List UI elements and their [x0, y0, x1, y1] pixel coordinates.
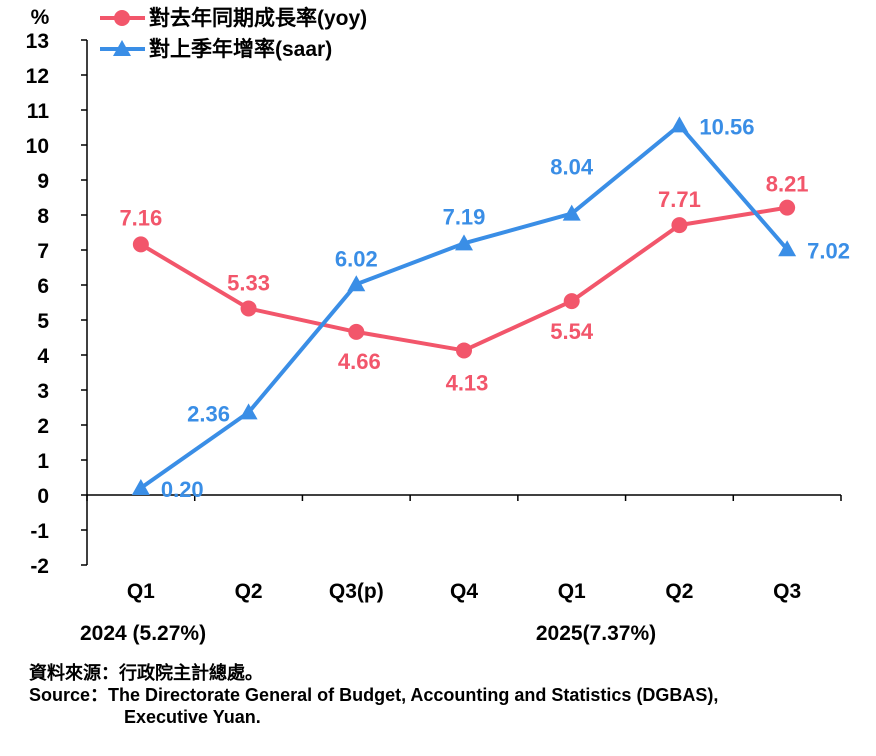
yoy-data-label: 4.66: [338, 349, 381, 374]
saar-data-label: 8.04: [550, 155, 594, 180]
y-tick-label: 5: [37, 310, 49, 333]
yoy-data-label: 5.54: [550, 319, 594, 344]
y-tick-label: 4: [37, 345, 49, 368]
y-tick-label: 8: [37, 205, 49, 228]
y-tick-label: 13: [26, 30, 49, 53]
yoy-data-label: 4.13: [446, 370, 489, 395]
saar-data-label: 6.02: [335, 246, 378, 271]
year-label-2024: 2024 (5.27%): [80, 622, 206, 645]
yoy-data-label: 7.16: [119, 205, 162, 230]
y-tick-label: 9: [37, 170, 49, 193]
y-tick-label: -2: [30, 555, 49, 578]
legend: 對去年同期成長率(yoy) 對上季年增率(saar): [100, 6, 367, 61]
x-axis: Q1 Q2 Q3(p) Q4 Q1 Q2 Q3 2024 (5.27%) 2025(7.37%): [80, 494, 842, 645]
legend-yoy-marker: [114, 10, 130, 26]
legend-saar-marker: [113, 40, 131, 56]
yoy-point: [671, 217, 688, 234]
source-line-zh: 資料來源：行政院主計總處。: [29, 663, 263, 683]
yoy-data-label: 7.71: [658, 187, 701, 212]
y-tick-label: 12: [26, 65, 49, 88]
y-tick-label: 6: [37, 275, 49, 298]
saar-point: [562, 204, 581, 221]
x-category-label: Q4: [450, 580, 478, 603]
series-layer: [131, 116, 797, 495]
source-line-en-cont: Executive Yuan.: [124, 707, 261, 727]
x-category-label: Q3(p): [329, 580, 384, 603]
yoy-data-label: 5.33: [227, 270, 270, 295]
yoy-data-label: 8.21: [766, 172, 809, 197]
saar-data-label: 10.56: [699, 114, 754, 139]
y-tick-label: 3: [37, 380, 49, 403]
y-tick-label: 11: [27, 100, 50, 123]
y-tick-label: -1: [30, 520, 49, 543]
legend-saar-label: 對上季年增率(saar): [149, 37, 332, 61]
saar-point: [670, 116, 689, 133]
saar-point: [778, 240, 797, 257]
x-category-label: Q2: [235, 580, 263, 603]
saar-point: [347, 275, 366, 292]
y-tick-label: 1: [37, 450, 49, 473]
yoy-point: [348, 323, 365, 340]
saar-data-label: 0.20: [161, 477, 204, 502]
yoy-point: [779, 199, 796, 216]
y-tick-label: 10: [26, 135, 49, 158]
legend-yoy-label: 對去年同期成長率(yoy): [149, 6, 367, 30]
data-label-layer: 7.16 5.33 4.66 4.13 5.54 7.71 8.21 0.20 2.36 6.02…: [119, 114, 850, 502]
yoy-point: [456, 342, 472, 359]
saar-data-label: 7.19: [443, 204, 486, 229]
yoy-point: [240, 300, 257, 317]
x-category-label: Q3: [773, 580, 801, 603]
y-tick-label: 2: [37, 415, 49, 438]
y-unit-label: %: [31, 6, 50, 29]
yoy-point: [563, 293, 580, 310]
source-line-en: Source：The Directorate General of Budget…: [29, 685, 719, 705]
series-line-saar: [139, 123, 789, 490]
x-category-label: Q1: [558, 580, 586, 603]
yoy-point: [132, 236, 149, 253]
source-note: 資料來源：行政院主計總處。 Source：The Directorate Gen…: [29, 662, 718, 728]
x-category-label: Q2: [665, 580, 693, 603]
year-label-2025: 2025(7.37%): [536, 622, 656, 645]
saar-data-label: 7.02: [807, 238, 850, 263]
x-category-label: Q1: [127, 580, 155, 603]
y-tick-label: 0: [37, 485, 49, 508]
saar-point: [455, 234, 473, 251]
saar-data-label: 2.36: [187, 401, 230, 426]
saar-point: [131, 479, 150, 495]
y-tick-label: 7: [37, 240, 49, 263]
saar-point: [239, 403, 258, 420]
